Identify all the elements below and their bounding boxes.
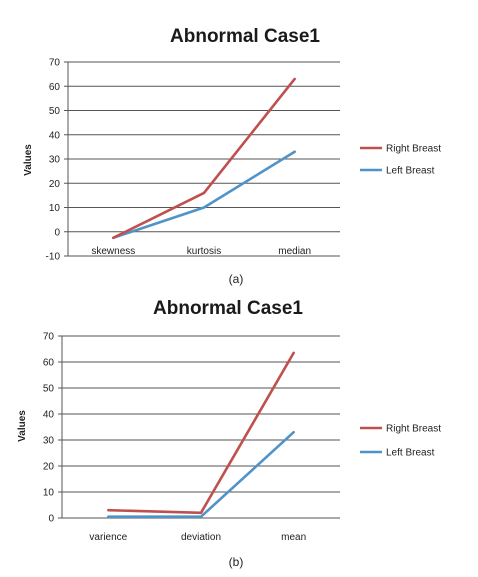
chart-b-y-ticks: 0 10 20 30 40 50 60 70 (43, 332, 55, 525)
chart-b: Abnormal Case1 Values 0 10 20 30 40 50 60 70 va… (17, 298, 441, 569)
chart-a-series (112, 77, 296, 240)
chart-b-gridlines (58, 335, 340, 519)
chart-a-y-tick-label: 50 (49, 106, 61, 117)
chart-b-y-tick-label: 60 (43, 358, 55, 369)
chart-a-legend: Right Breast Left Breast (360, 144, 441, 177)
chart-a-gridlines (64, 61, 340, 257)
chart-b-y-axis-label: Values (17, 410, 28, 442)
chart-b-x-categories: varience deviation mean (89, 532, 306, 543)
chart-a-y-tick-label: -10 (46, 252, 61, 263)
chart-a-y-tick-label: 20 (49, 179, 61, 190)
chart-b-y-tick-label: 50 (43, 384, 55, 395)
chart-a-x-category-label: kurtosis (187, 246, 221, 257)
chart-b-y-tick-label: 30 (43, 436, 55, 447)
chart-b-x-category-label: deviation (181, 532, 221, 543)
chart-a-caption: (a) (229, 272, 244, 286)
chart-a-series-line-right-breast (112, 77, 296, 240)
chart-b-title: Abnormal Case1 (153, 298, 303, 319)
chart-b-caption: (b) (229, 555, 244, 569)
chart-b-legend-label: Left Breast (386, 448, 435, 459)
chart-b-x-category-label: varience (89, 532, 127, 543)
chart-a-y-tick-label: 60 (49, 82, 61, 93)
chart-a-x-category-label: skewness (91, 246, 135, 257)
chart-b-y-tick-label: 40 (43, 410, 55, 421)
chart-b-x-category-label: mean (281, 532, 306, 543)
chart-a-title: Abnormal Case1 (170, 26, 320, 47)
chart-b-y-tick-label: 20 (43, 462, 55, 473)
chart-a-y-tick-label: 30 (49, 155, 61, 166)
chart-a-y-axis-label: Values (23, 144, 34, 176)
chart-b-y-tick-label: 70 (43, 332, 55, 343)
chart-b-series-line-right-breast (107, 351, 295, 515)
chart-b-series-line-left-breast (107, 430, 295, 519)
chart-b-series (107, 351, 295, 519)
chart-b-legend: Right Breast Left Breast (360, 424, 441, 459)
chart-a-y-tick-label: 40 (49, 130, 61, 141)
chart-a-y-ticks: -10 0 10 20 30 40 50 60 70 (46, 58, 61, 263)
chart-a-y-tick-label: 70 (49, 58, 61, 69)
chart-a-series-line-left-breast (112, 150, 296, 240)
chart-a: Abnormal Case1 Values -10 0 10 20 30 40 50 60 70… (23, 26, 441, 286)
chart-a-y-tick-label: 0 (54, 227, 60, 238)
chart-a-legend-label: Left Breast (386, 166, 435, 177)
chart-b-y-tick-label: 0 (48, 514, 54, 525)
chart-b-legend-label: Right Breast (386, 424, 441, 435)
chart-a-legend-label: Right Breast (386, 144, 441, 155)
chart-b-y-tick-label: 10 (43, 488, 55, 499)
chart-a-x-categories: skewness kurtosis median (91, 246, 311, 257)
chart-a-x-category-label: median (278, 246, 311, 257)
chart-a-y-tick-label: 10 (49, 203, 61, 214)
